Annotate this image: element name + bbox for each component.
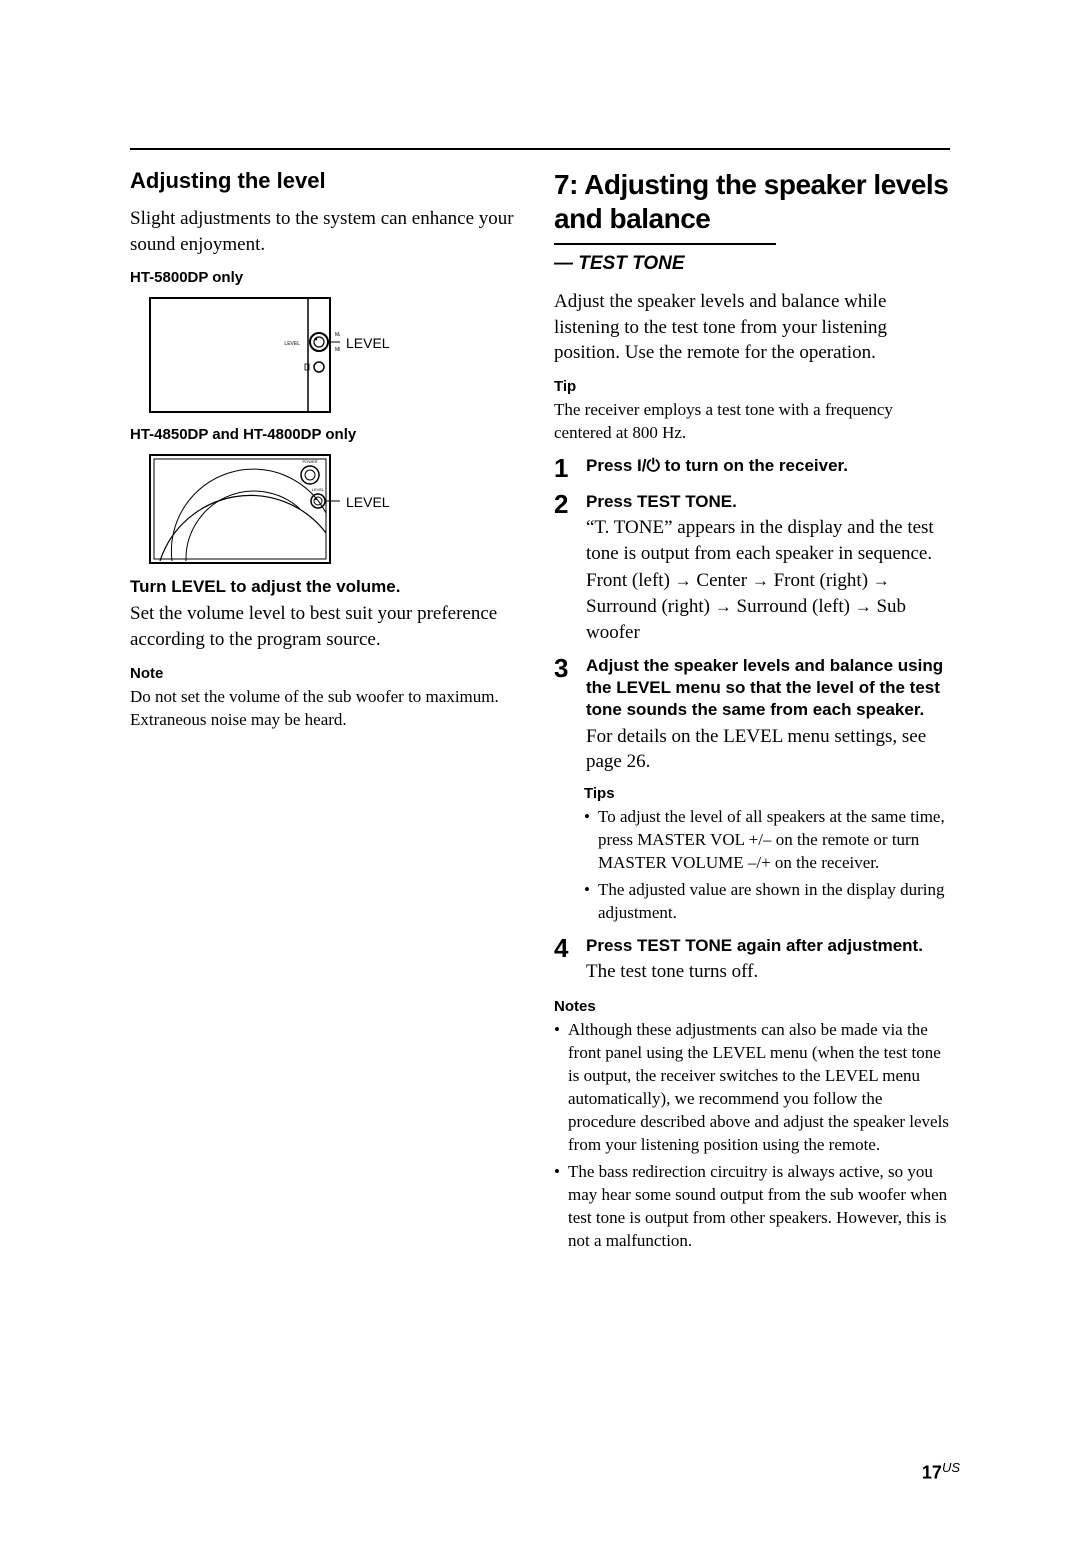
seq-b: Center <box>696 570 747 591</box>
power-symbol: I/⏻ <box>637 456 660 475</box>
arrow-icon: → <box>752 571 769 590</box>
step-2-text: “T. TONE” appears in the display and the… <box>586 515 950 566</box>
diagram-2-label: LEVEL <box>346 494 390 510</box>
speaker-diagram-2: POWER LEVEL <box>130 453 340 565</box>
seq-d: Surround (right) <box>586 596 710 617</box>
top-rule <box>130 148 950 150</box>
step-3-number: 3 <box>554 655 576 681</box>
right-column: 7: Adjusting the speaker levels and bala… <box>554 168 950 1257</box>
tip-body: The receiver employs a test tone with a … <box>554 399 950 445</box>
speaker-diagram-1: LEVEL MAX MIN <box>130 296 340 414</box>
page-number-value: 17 <box>922 1462 942 1482</box>
right-intro: Adjust the speaker levels and balance wh… <box>554 289 950 366</box>
step-2-sequence: Front (left) → Center → Front (right) → … <box>586 568 950 645</box>
note-label: Note <box>130 665 526 682</box>
model-label-1: HT-5800DP only <box>130 269 526 286</box>
seq-a: Front (left) <box>586 570 670 591</box>
step-4-text: The test tone turns off. <box>586 959 950 985</box>
page-number: 17US <box>922 1460 960 1483</box>
page-number-suffix: US <box>942 1460 960 1475</box>
note-item: Although these adjustments can also be m… <box>554 1019 950 1157</box>
step-1: 1 Press I/⏻ to turn on the receiver. <box>554 455 950 481</box>
step-3-text: For details on the LEVEL menu settings, … <box>586 724 950 775</box>
step-1-head-b: to turn on the receiver. <box>660 456 848 475</box>
arrow-icon: → <box>855 597 872 616</box>
step-2-number: 2 <box>554 491 576 517</box>
arrow-icon: → <box>715 597 732 616</box>
columns: Adjusting the level Slight adjustments t… <box>130 168 950 1257</box>
tip-item: To adjust the level of all speakers at t… <box>584 806 950 875</box>
left-heading: Adjusting the level <box>130 168 526 194</box>
note-body: Do not set the volume of the sub woofer … <box>130 686 526 732</box>
tip-item: The adjusted value are shown in the disp… <box>584 879 950 925</box>
model-label-2: HT-4850DP and HT-4800DP only <box>130 426 526 443</box>
svg-text:MAX: MAX <box>335 332 340 338</box>
seq-e: Surround (left) <box>737 596 850 617</box>
step-1-head-a: Press <box>586 456 637 475</box>
svg-text:MIN: MIN <box>335 347 340 353</box>
arrow-icon: → <box>675 571 692 590</box>
diagram-2-wrap: POWER LEVEL LEVEL <box>130 453 526 565</box>
arrow-icon: → <box>873 571 890 590</box>
diagram-1-wrap: LEVEL MAX MIN LEVEL <box>130 296 526 414</box>
left-column: Adjusting the level Slight adjustments t… <box>130 168 526 1257</box>
seq-c: Front (right) <box>774 570 868 591</box>
tip-label: Tip <box>554 378 950 395</box>
tips-list: To adjust the level of all speakers at t… <box>584 806 950 925</box>
step-3: 3 Adjust the speaker levels and balance … <box>554 655 950 775</box>
page: Getting Started Adjusting the level Slig… <box>0 0 1080 1543</box>
step-4: 4 Press TEST TONE again after adjustment… <box>554 935 950 985</box>
step-4-number: 4 <box>554 935 576 961</box>
subtitle: — TEST TONE <box>554 253 950 275</box>
svg-text:POWER: POWER <box>302 459 317 464</box>
step-2: 2 Press TEST TONE. “T. TONE” appears in … <box>554 491 950 645</box>
section-title: 7: Adjusting the speaker levels and bala… <box>554 168 950 235</box>
turn-level-heading: Turn LEVEL to adjust the volume. <box>130 577 526 597</box>
diagram-1-label: LEVEL <box>346 335 390 351</box>
svg-text:LEVEL: LEVEL <box>312 487 325 492</box>
subtitle-rule <box>554 243 776 245</box>
step-1-number: 1 <box>554 455 576 481</box>
notes-label: Notes <box>554 998 950 1015</box>
tips-label: Tips <box>584 785 950 802</box>
note-item: The bass redirection circuitry is always… <box>554 1161 950 1253</box>
step-2-head: Press TEST TONE. <box>586 491 950 513</box>
turn-level-body: Set the volume level to best suit your p… <box>130 601 526 652</box>
svg-text:LEVEL: LEVEL <box>284 341 300 347</box>
step-3-head: Adjust the speaker levels and balance us… <box>586 655 950 721</box>
step-4-head: Press TEST TONE again after adjustment. <box>586 935 950 957</box>
left-intro: Slight adjustments to the system can enh… <box>130 206 526 257</box>
notes-list: Although these adjustments can also be m… <box>554 1019 950 1252</box>
